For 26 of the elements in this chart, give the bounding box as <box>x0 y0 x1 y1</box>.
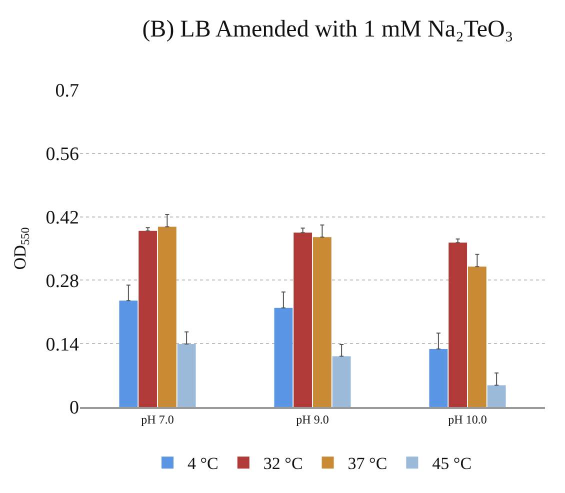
legend-label: 4 °C <box>188 454 218 474</box>
y-tick-label: 0 <box>70 398 79 419</box>
y-tick-label: 0.28 <box>46 270 79 292</box>
bar <box>312 237 332 407</box>
y-tick-label: 0.56 <box>46 144 79 166</box>
bar <box>448 242 468 407</box>
x-tick-label: pH 10.0 <box>448 412 487 426</box>
bar <box>138 230 158 407</box>
bar <box>294 232 312 407</box>
x-tick-label: pH 9.0 <box>296 412 329 426</box>
bar <box>119 300 138 407</box>
y-tick-label: 0.14 <box>46 334 80 356</box>
legend-label: 45 °C <box>432 454 472 474</box>
bar <box>468 266 486 407</box>
legend-label: 37 °C <box>348 454 388 474</box>
y-tick-label: 0.7 <box>55 80 79 102</box>
x-tick-label: pH 7.0 <box>141 412 174 426</box>
bar <box>487 385 506 407</box>
bar <box>429 349 448 407</box>
y-tick-label: 0.42 <box>46 207 79 228</box>
bar <box>274 308 293 407</box>
legend-label: 32 °C <box>263 454 303 474</box>
chart-title: (B) LB Amended with 1 mM Na₂TeO₃ <box>142 16 514 43</box>
bar <box>332 356 351 407</box>
bar <box>158 226 176 407</box>
bar <box>177 344 196 407</box>
